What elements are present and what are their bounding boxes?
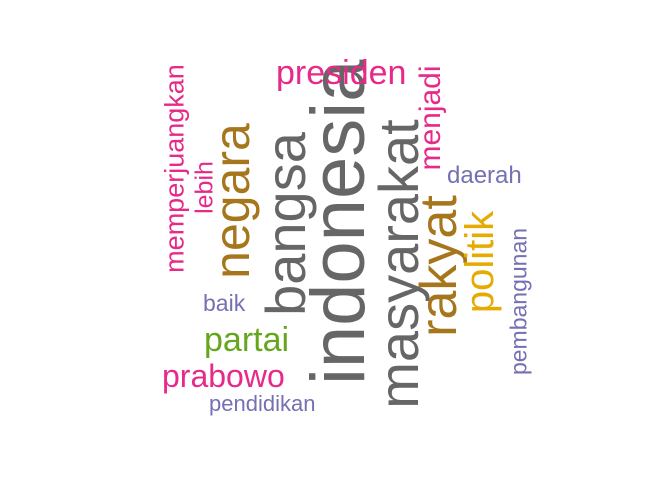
word-daerah: daerah — [447, 162, 522, 189]
word-bangsa: bangsa — [254, 132, 317, 316]
word-prabowo: prabowo — [162, 358, 285, 394]
word-lebih: lebih — [190, 161, 219, 214]
word-presiden: presiden — [276, 54, 407, 92]
word-politik-vertical: politik — [458, 210, 502, 314]
word-pembangunan: pembangunan — [505, 227, 532, 376]
word-baik: baik — [203, 290, 246, 316]
word-memperjuangkan: memperjuangkan — [159, 64, 190, 273]
word-partai: partai — [204, 321, 290, 359]
word-menjadi: menjadi — [414, 65, 447, 171]
word-pendidikan: pendidikan — [209, 391, 316, 416]
